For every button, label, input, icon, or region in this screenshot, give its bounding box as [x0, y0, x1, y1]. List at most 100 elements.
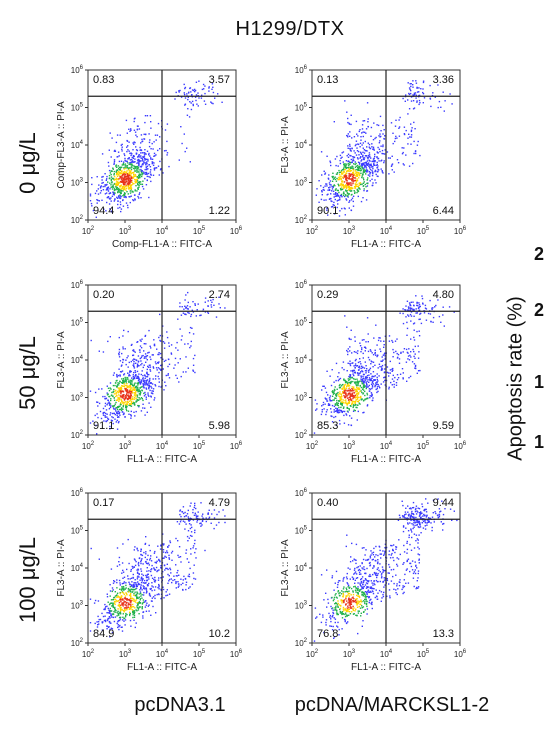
- event-dot: [355, 183, 357, 185]
- event-dot: [97, 600, 100, 602]
- event-dot: [141, 608, 143, 610]
- event-dot: [346, 192, 348, 194]
- event-dot: [152, 367, 155, 369]
- event-dot: [105, 420, 107, 423]
- event-dot: [410, 85, 412, 88]
- event-dot: [351, 167, 353, 169]
- event-dot: [110, 613, 112, 615]
- event-dot: [386, 371, 389, 374]
- event-dot: [379, 387, 381, 389]
- event-dot: [200, 525, 202, 527]
- event-dot: [118, 196, 120, 198]
- event-dot: [388, 340, 391, 342]
- event-dot: [316, 408, 318, 410]
- event-dot: [181, 335, 183, 337]
- event-dot: [137, 404, 139, 407]
- event-dot: [141, 386, 143, 388]
- event-dot: [126, 183, 129, 185]
- event-dot: [119, 195, 121, 197]
- event-dot: [326, 207, 328, 209]
- event-dot: [137, 596, 139, 599]
- y-tick-label: 102: [71, 638, 84, 648]
- event-dot: [137, 384, 139, 386]
- event-dot: [418, 103, 420, 106]
- event-dot: [378, 160, 380, 162]
- event-dot: [141, 390, 143, 392]
- event-dot: [152, 164, 155, 166]
- event-dot: [408, 93, 411, 96]
- event-dot: [114, 418, 116, 420]
- event-dot: [364, 399, 366, 401]
- event-dot: [360, 578, 362, 581]
- event-dot: [413, 339, 416, 341]
- event-dot: [101, 176, 103, 178]
- event-dot: [380, 577, 383, 579]
- event-dot: [109, 188, 111, 190]
- event-dot: [350, 394, 352, 396]
- event-dot: [166, 551, 169, 554]
- event-dot: [367, 182, 369, 185]
- event-dot: [98, 402, 101, 405]
- event-dot: [121, 170, 123, 172]
- event-dot: [382, 568, 384, 571]
- event-dot: [212, 86, 214, 88]
- event-dot: [139, 598, 141, 600]
- event-dot: [153, 578, 155, 581]
- event-dot: [194, 354, 196, 357]
- event-dot: [373, 582, 375, 585]
- event-dot: [113, 405, 116, 407]
- event-dot: [413, 140, 415, 143]
- event-dot: [357, 143, 359, 145]
- event-dot: [180, 375, 182, 378]
- event-dot: [111, 416, 113, 418]
- event-dot: [418, 562, 420, 564]
- event-dot: [383, 160, 385, 162]
- event-dot: [359, 590, 361, 592]
- event-dot: [119, 403, 122, 405]
- event-dot: [360, 376, 362, 378]
- event-dot: [376, 355, 378, 358]
- event-dot: [316, 403, 318, 405]
- event-dot: [326, 398, 328, 400]
- event-dot: [414, 364, 417, 367]
- event-dot: [134, 382, 136, 384]
- event-dot: [121, 381, 123, 384]
- event-dot: [127, 182, 129, 184]
- event-dot: [351, 137, 353, 139]
- event-dot: [150, 127, 152, 129]
- event-dot: [141, 172, 143, 174]
- event-dot: [152, 161, 154, 163]
- event-dot: [119, 375, 121, 377]
- event-dot: [321, 174, 323, 176]
- event-dot: [368, 374, 370, 376]
- event-dot: [143, 586, 145, 588]
- event-dot: [142, 563, 144, 565]
- event-dot: [172, 579, 174, 582]
- event-dot: [147, 168, 149, 170]
- event-dot: [116, 386, 118, 388]
- event-dot: [325, 398, 327, 400]
- event-dot: [136, 169, 138, 172]
- event-dot: [357, 172, 360, 174]
- event-dot: [358, 177, 360, 179]
- y-tick-label: 104: [71, 563, 84, 573]
- event-dot: [352, 174, 355, 177]
- event-dot: [123, 617, 125, 620]
- event-dot: [201, 520, 204, 522]
- event-dot: [109, 603, 111, 605]
- event-dot: [345, 187, 348, 190]
- event-dot: [369, 173, 371, 175]
- event-dot: [123, 153, 125, 155]
- event-dot: [213, 509, 216, 511]
- event-dot: [113, 160, 116, 163]
- event-dot: [418, 351, 420, 353]
- event-dot: [364, 140, 366, 143]
- event-dot: [139, 591, 142, 593]
- event-dot: [352, 404, 355, 406]
- event-dot: [390, 122, 393, 124]
- event-dot: [345, 185, 348, 187]
- event-dot: [122, 190, 124, 192]
- event-dot: [393, 386, 395, 388]
- event-dot: [109, 403, 112, 405]
- event-dot: [202, 308, 205, 310]
